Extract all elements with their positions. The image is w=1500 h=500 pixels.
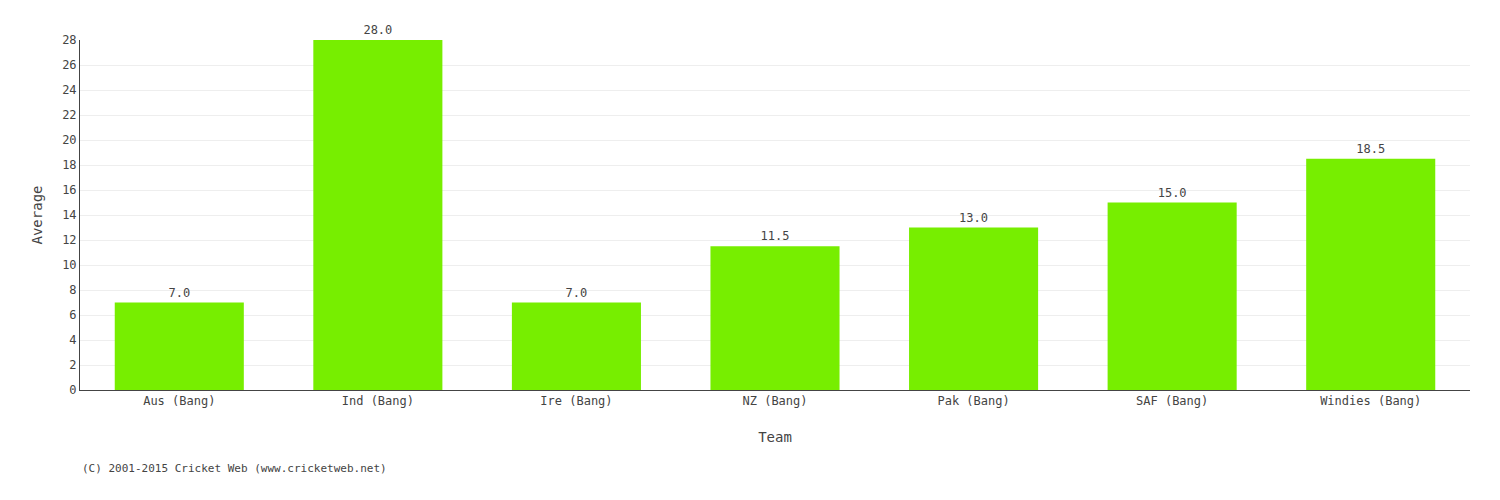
svg-text:SAF (Bang): SAF (Bang) xyxy=(1136,394,1208,408)
svg-text:16: 16 xyxy=(62,183,76,197)
svg-text:13.0: 13.0 xyxy=(959,211,988,225)
svg-text:20: 20 xyxy=(62,133,76,147)
svg-text:2: 2 xyxy=(69,358,76,372)
svg-text:18.5: 18.5 xyxy=(1356,142,1385,156)
svg-text:Team: Team xyxy=(758,429,792,445)
svg-text:4: 4 xyxy=(69,333,76,347)
svg-text:22: 22 xyxy=(62,108,76,122)
svg-text:11.5: 11.5 xyxy=(761,229,790,243)
svg-text:Pak (Bang): Pak (Bang) xyxy=(937,394,1009,408)
svg-text:6: 6 xyxy=(69,308,76,322)
svg-text:10: 10 xyxy=(62,258,76,272)
svg-text:24: 24 xyxy=(62,83,76,97)
svg-text:7.0: 7.0 xyxy=(566,286,588,300)
svg-text:18: 18 xyxy=(62,158,76,172)
svg-text:0: 0 xyxy=(69,383,76,397)
svg-text:Aus (Bang): Aus (Bang) xyxy=(143,394,215,408)
svg-text:15.0: 15.0 xyxy=(1158,186,1187,200)
svg-text:28.0: 28.0 xyxy=(363,23,392,37)
svg-text:Ire (Bang): Ire (Bang) xyxy=(540,394,612,408)
svg-text:8: 8 xyxy=(69,283,76,297)
svg-text:26: 26 xyxy=(62,58,76,72)
svg-text:Windies (Bang): Windies (Bang) xyxy=(1320,394,1421,408)
svg-text:14: 14 xyxy=(62,208,76,222)
svg-text:NZ (Bang): NZ (Bang) xyxy=(742,394,807,408)
svg-text:12: 12 xyxy=(62,233,76,247)
svg-text:28: 28 xyxy=(62,33,76,47)
svg-text:7.0: 7.0 xyxy=(168,286,190,300)
svg-text:Ind (Bang): Ind (Bang) xyxy=(342,394,414,408)
svg-text:Average: Average xyxy=(29,185,45,244)
svg-text:(C) 2001-2015 Cricket Web (www: (C) 2001-2015 Cricket Web (www.cricketwe… xyxy=(82,462,387,475)
